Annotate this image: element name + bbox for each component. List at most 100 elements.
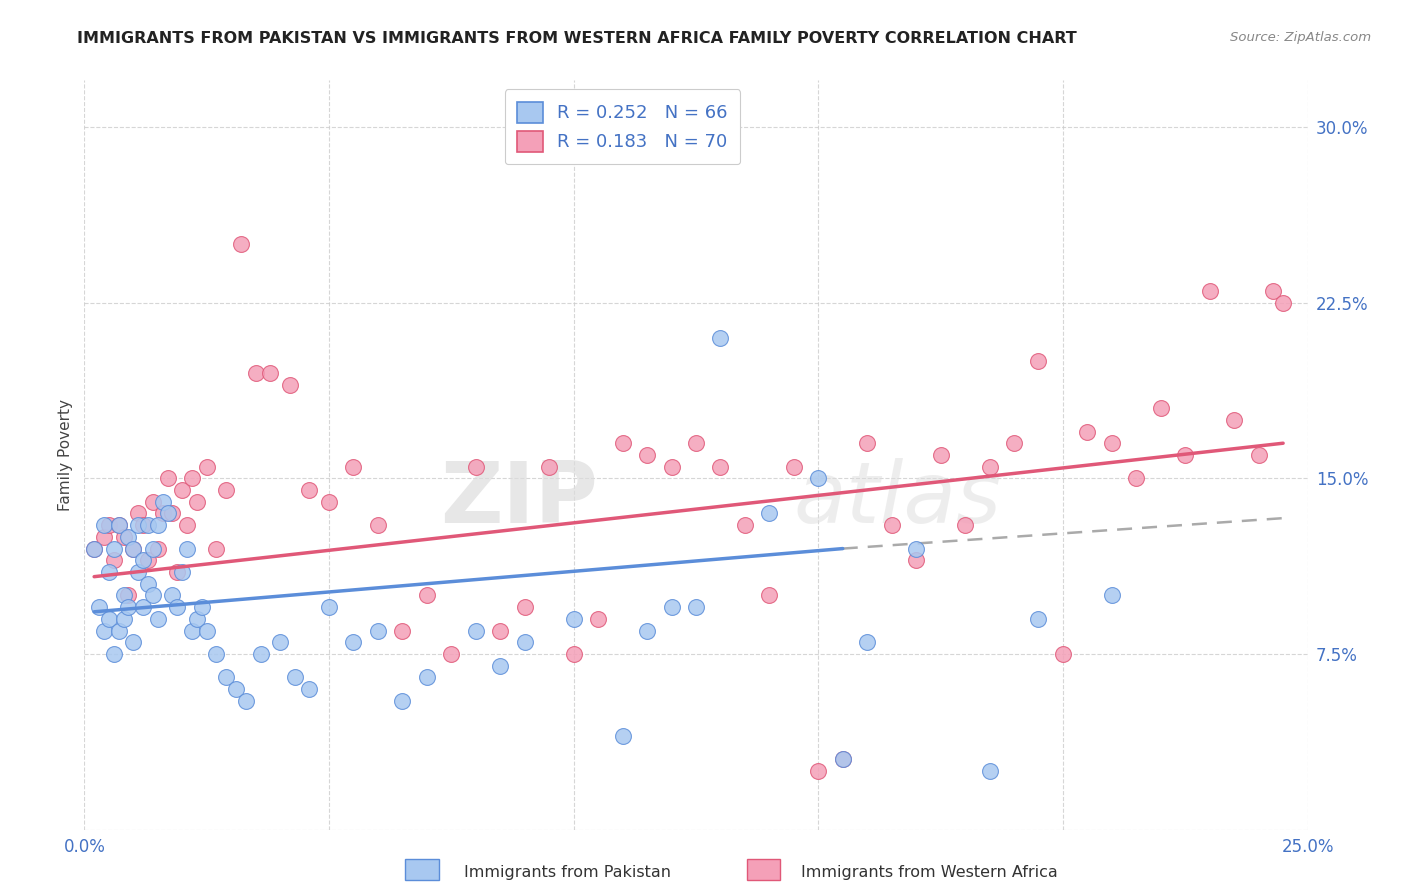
Point xyxy=(93,530,115,544)
Text: Immigrants from Pakistan: Immigrants from Pakistan xyxy=(464,865,671,880)
Point xyxy=(162,507,184,521)
Point xyxy=(112,612,135,626)
Point xyxy=(127,507,149,521)
Text: atlas: atlas xyxy=(794,458,1002,541)
Point xyxy=(186,494,208,508)
Point xyxy=(929,448,952,462)
Point xyxy=(107,518,129,533)
Point xyxy=(1247,448,1270,462)
Point xyxy=(136,553,159,567)
Point xyxy=(831,752,853,766)
Point xyxy=(112,589,135,603)
Point xyxy=(586,612,609,626)
Point xyxy=(367,624,389,638)
Point xyxy=(489,658,512,673)
Point xyxy=(1223,413,1246,427)
Point xyxy=(83,541,105,556)
Point xyxy=(831,752,853,766)
Point xyxy=(1002,436,1025,450)
Point xyxy=(513,635,536,649)
Point xyxy=(612,436,634,450)
Point xyxy=(1125,471,1147,485)
Point xyxy=(1028,612,1050,626)
Point xyxy=(93,518,115,533)
Point xyxy=(156,471,179,485)
Point xyxy=(176,541,198,556)
Point xyxy=(513,600,536,615)
Point xyxy=(112,530,135,544)
Text: Immigrants from Western Africa: Immigrants from Western Africa xyxy=(801,865,1059,880)
Point xyxy=(734,518,756,533)
Point xyxy=(758,507,780,521)
Point xyxy=(172,565,194,579)
Bar xyxy=(405,859,439,880)
Point xyxy=(489,624,512,638)
Point xyxy=(132,518,155,533)
Point xyxy=(122,541,145,556)
Point xyxy=(142,541,165,556)
Point xyxy=(107,624,129,638)
Point xyxy=(156,507,179,521)
Point xyxy=(103,647,125,661)
Point xyxy=(562,647,585,661)
Point xyxy=(103,541,125,556)
Point xyxy=(1028,354,1050,368)
Point xyxy=(856,635,879,649)
Point xyxy=(225,682,247,697)
Point xyxy=(440,647,463,661)
Point xyxy=(284,670,307,684)
Point xyxy=(685,436,707,450)
Point xyxy=(103,553,125,567)
Point xyxy=(195,459,218,474)
Text: ZIP: ZIP xyxy=(440,458,598,541)
Point xyxy=(342,635,364,649)
Point xyxy=(229,237,252,252)
Point xyxy=(367,518,389,533)
Point xyxy=(391,624,413,638)
Point xyxy=(661,459,683,474)
Point xyxy=(1272,295,1295,310)
Point xyxy=(636,624,658,638)
Point xyxy=(172,483,194,497)
Point xyxy=(538,459,561,474)
Point xyxy=(783,459,806,474)
Point xyxy=(318,600,340,615)
Point xyxy=(464,459,486,474)
Point xyxy=(1198,284,1220,298)
Point xyxy=(1174,448,1197,462)
Point xyxy=(117,530,139,544)
Point xyxy=(953,518,976,533)
Point xyxy=(758,589,780,603)
Point xyxy=(318,494,340,508)
Point xyxy=(146,541,169,556)
Point xyxy=(191,600,214,615)
Point xyxy=(122,541,145,556)
Point xyxy=(181,624,204,638)
Point xyxy=(259,366,281,380)
Point xyxy=(93,624,115,638)
Point xyxy=(83,541,105,556)
Point xyxy=(136,518,159,533)
Point xyxy=(298,682,321,697)
Point xyxy=(1101,436,1123,450)
Point xyxy=(195,624,218,638)
Point xyxy=(162,589,184,603)
Point xyxy=(245,366,267,380)
Point xyxy=(176,518,198,533)
Point xyxy=(87,600,110,615)
Point xyxy=(636,448,658,462)
Y-axis label: Family Poverty: Family Poverty xyxy=(58,399,73,511)
Point xyxy=(807,764,830,778)
Point xyxy=(136,576,159,591)
Point xyxy=(166,565,188,579)
Point xyxy=(122,635,145,649)
Point xyxy=(127,565,149,579)
Point xyxy=(249,647,271,661)
Point xyxy=(127,518,149,533)
Point xyxy=(152,507,174,521)
Point xyxy=(562,612,585,626)
Point xyxy=(807,471,830,485)
Point xyxy=(142,494,165,508)
Point xyxy=(905,541,928,556)
Point xyxy=(97,612,120,626)
